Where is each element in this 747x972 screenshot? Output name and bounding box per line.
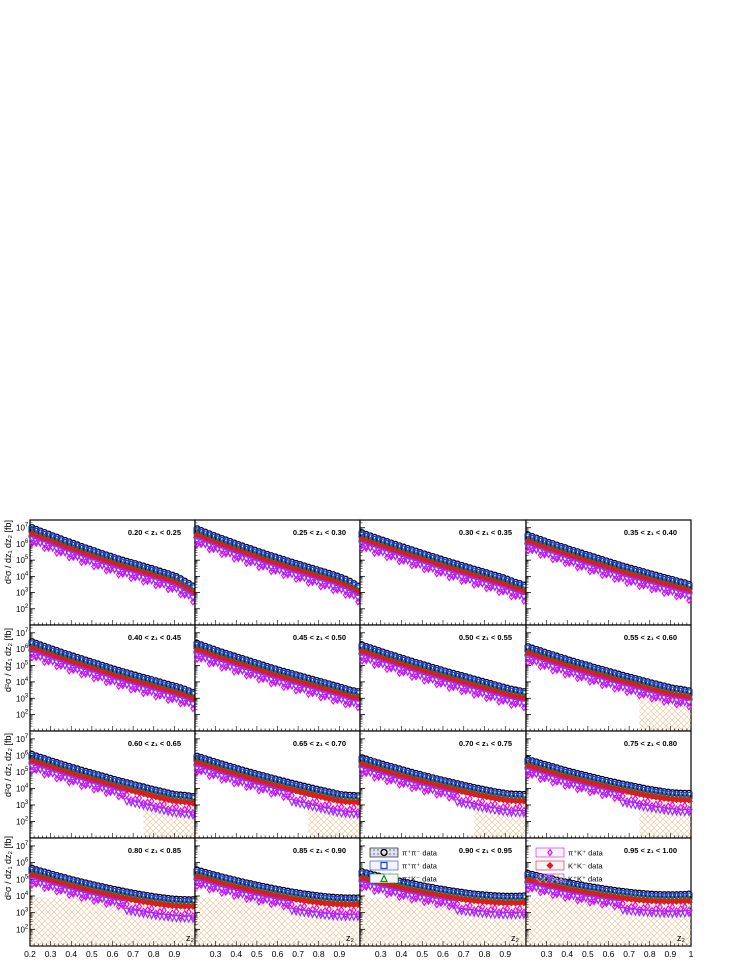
panel-4: 0.35 < z₁ < 0.40 bbox=[525, 520, 692, 625]
x-tick-label: 0.4 bbox=[65, 949, 77, 959]
x-tick-label: 0.6 bbox=[437, 949, 449, 959]
x-tick-label: 0.3 bbox=[375, 949, 387, 959]
x-tick-label: 0.6 bbox=[107, 949, 119, 959]
y-tick-label: 106 bbox=[16, 750, 29, 760]
y-tick-label: 104 bbox=[16, 677, 29, 687]
y-tick-label: 102 bbox=[16, 924, 29, 934]
y-tick-label: 105 bbox=[16, 661, 29, 671]
y-tick-label: 107 bbox=[16, 841, 29, 851]
panel-1: 102 103 104 105 106 107 0.20 < z₁ < 0.25 bbox=[16, 520, 196, 625]
y-tick-label: 103 bbox=[16, 588, 29, 598]
y-tick-label: 107 bbox=[16, 734, 29, 744]
x-tick-label: 0.7 bbox=[292, 949, 304, 959]
panel-8: 0.55 < z₁ < 0.60 bbox=[525, 625, 692, 731]
panel-title: 0.55 < z₁ < 0.60 bbox=[624, 633, 677, 642]
panel-10: 0.65 < z₁ < 0.70 bbox=[194, 731, 361, 838]
y-tick-label: 102 bbox=[16, 710, 29, 720]
y-tick-label: 103 bbox=[16, 908, 29, 918]
y-tick-label: 103 bbox=[16, 693, 29, 703]
y-tick-label: 105 bbox=[16, 555, 29, 565]
x-tick-label: 0.9 bbox=[499, 949, 511, 959]
panel-title: 0.65 < z₁ < 0.70 bbox=[293, 739, 346, 748]
y-tick-label: 106 bbox=[16, 858, 29, 868]
y-tick-label: 102 bbox=[16, 604, 29, 614]
panel-9: 102 103 104 105 106 107 0.60 < z₁ < 0.65 bbox=[16, 731, 196, 838]
x-tick-label: 0.5 bbox=[251, 949, 263, 959]
y-tick-label: 104 bbox=[16, 571, 29, 581]
panel-title: 0.80 < z₁ < 0.85 bbox=[128, 846, 181, 855]
panel-2: 0.25 < z₁ < 0.30 bbox=[194, 520, 361, 625]
x-tick-label: 0.6 bbox=[272, 949, 284, 959]
panel-title: 0.40 < z₁ < 0.45 bbox=[128, 633, 181, 642]
y-tick-label: 107 bbox=[16, 523, 29, 533]
y-tick-label: 103 bbox=[16, 800, 29, 810]
panel-title: 0.25 < z₁ < 0.30 bbox=[293, 528, 346, 537]
x-tick-label: 0.9 bbox=[333, 949, 345, 959]
panel-title: 0.50 < z₁ < 0.55 bbox=[459, 633, 512, 642]
panel-title: 0.45 < z₁ < 0.50 bbox=[293, 633, 346, 642]
panel-title: 0.20 < z₁ < 0.25 bbox=[128, 528, 181, 537]
y-tick-label: 107 bbox=[16, 628, 29, 638]
panel-11: 0.70 < z₁ < 0.75 bbox=[359, 731, 527, 838]
x-tick-label: 0.3 bbox=[210, 949, 222, 959]
panel-7: 0.50 < z₁ < 0.55 bbox=[359, 625, 527, 731]
x-tick-label: 0.7 bbox=[458, 949, 470, 959]
x-tick-label: 0.5 bbox=[86, 949, 98, 959]
panel-title: 0.30 < z₁ < 0.35 bbox=[459, 528, 512, 537]
panel-grid: 102 103 104 105 106 107 0.20 < z₁ < 0.25 0.25 <… bbox=[16, 520, 694, 959]
kk-systematic-band bbox=[143, 801, 195, 838]
y-tick-label: 105 bbox=[16, 874, 29, 884]
x-tick-label: 0.8 bbox=[479, 949, 491, 959]
panel-14: 0.3 0.4 0.5 0.6 0.7 0.8 0.9 0.85 < z₁ < 0.90 bbox=[194, 838, 361, 959]
x-tick-label: 0.4 bbox=[230, 949, 242, 959]
panel-5: 102 103 104 105 106 107 0.40 < z₁ < 0.45 bbox=[16, 625, 196, 731]
panel-title: 0.35 < z₁ < 0.40 bbox=[624, 528, 677, 537]
x-tick-label: 0.2 bbox=[24, 949, 36, 959]
panel-title: 0.85 < z₁ < 0.90 bbox=[293, 846, 346, 855]
x-tick-label: 0.7 bbox=[127, 949, 139, 959]
y-tick-label: 106 bbox=[16, 539, 29, 549]
x-tick-label: 0.8 bbox=[313, 949, 325, 959]
panel-title: 0.75 < z₁ < 0.80 bbox=[624, 739, 677, 748]
x-tick-label: 0.9 bbox=[168, 949, 180, 959]
y-tick-label: 104 bbox=[16, 891, 29, 901]
y-tick-label: 104 bbox=[16, 783, 29, 793]
x-tick-label: 0.4 bbox=[396, 949, 408, 959]
panel-title: 0.60 < z₁ < 0.65 bbox=[128, 739, 181, 748]
y-tick-label: 102 bbox=[16, 816, 29, 826]
panel-title: 0.70 < z₁ < 0.75 bbox=[459, 739, 512, 748]
panel-12: 0.75 < z₁ < 0.80 bbox=[525, 731, 692, 838]
panel-3: 0.30 < z₁ < 0.35 bbox=[359, 520, 527, 625]
y-tick-label: 105 bbox=[16, 767, 29, 777]
x-tick-label: 0.3 bbox=[45, 949, 57, 959]
x-tick-label: 0.8 bbox=[148, 949, 160, 959]
y-tick-label: 106 bbox=[16, 644, 29, 654]
x-tick-label: 0.5 bbox=[416, 949, 428, 959]
panel-6: 0.45 < z₁ < 0.50 bbox=[194, 625, 361, 731]
